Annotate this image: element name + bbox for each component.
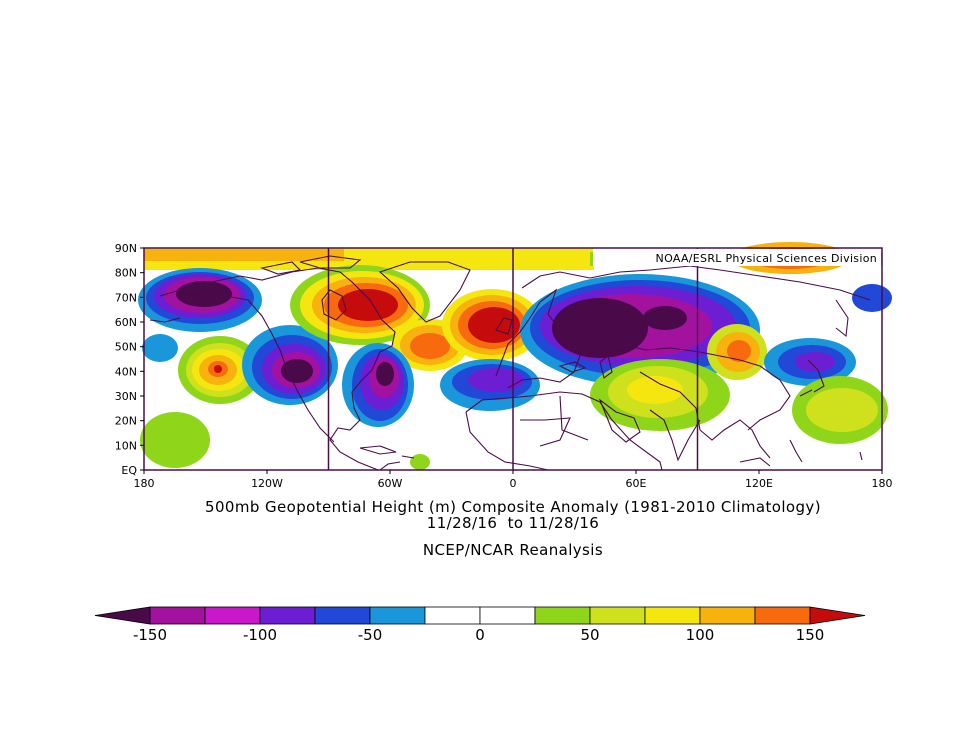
lat-label-10n: 10N: [115, 439, 137, 452]
colorbar-labels: -150 -100 -50 0 50 100 150: [133, 626, 824, 644]
titles: 500mb Geopotential Height (m) Composite …: [205, 498, 821, 559]
lon-label-120e: 120E: [745, 477, 773, 490]
figure-title: 500mb Geopotential Height (m) Composite …: [205, 498, 821, 516]
lon-label-60e: 60E: [626, 477, 647, 490]
colorbar-tick-label: -150: [133, 626, 167, 644]
lat-label-eq: EQ: [121, 464, 137, 477]
lon-label-180-west: 180: [134, 477, 155, 490]
lat-label-60n: 60N: [115, 316, 137, 329]
colorbar-cell: [204, 606, 261, 625]
colorbar-cell: [754, 606, 811, 625]
colorbar-tick-label: 50: [580, 626, 599, 644]
lat-label-50n: 50N: [115, 341, 137, 354]
longitude-labels: 180 120W 60W 0 60E 120E 180: [134, 477, 893, 490]
lon-label-60w: 60W: [378, 477, 403, 490]
positive-subtropical-pacific: [140, 412, 210, 468]
colorbar-tick-label: 100: [686, 626, 715, 644]
lat-label-20n: 20N: [115, 415, 137, 428]
panel-dividers: [327, 248, 699, 470]
negative-alaska: [138, 268, 262, 362]
lat-label-90n: 90N: [115, 242, 137, 255]
negative-mid-atlantic: [440, 359, 540, 411]
colorbar-cell: [314, 606, 371, 625]
colorbar-cell: [644, 606, 701, 625]
tick-marks: [140, 247, 883, 474]
coastlines: [149, 255, 871, 471]
lon-label-0: 0: [510, 477, 517, 490]
positive-pacific: [178, 336, 262, 404]
lat-label-30n: 30N: [115, 390, 137, 403]
negative-dateline: [852, 284, 892, 312]
positive-central-asia: [590, 359, 730, 431]
negative-eastern-us: [342, 343, 414, 427]
colorbar-cells: [94, 606, 866, 625]
positive-caribbean: [410, 454, 430, 470]
colorbar-cell: [479, 606, 536, 625]
lon-label-120w: 120W: [251, 477, 283, 490]
colorbar-arrow-high: [809, 606, 866, 625]
colorbar-cell: [149, 606, 206, 625]
credit-box: NOAA/ESRL Physical Sciences Division: [593, 249, 881, 266]
colorbar-cell: [699, 606, 756, 625]
colorbar-tick-label: 0: [475, 626, 485, 644]
positive-east-asia: [707, 324, 767, 380]
negative-eurasia: [520, 274, 760, 386]
colorbar-cell: [369, 606, 426, 625]
latitude-labels: 90N 80N 70N 60N 50N 40N 30N 20N 10N EQ: [115, 242, 138, 477]
colorbar: -150 -100 -50 0 50 100 150: [94, 606, 866, 644]
lat-label-80n: 80N: [115, 267, 137, 280]
colorbar-tick-label: -100: [243, 626, 277, 644]
lon-label-180-east: 180: [872, 477, 893, 490]
positive-west-pacific: [792, 376, 888, 444]
credit-label: NOAA/ESRL Physical Sciences Division: [656, 252, 877, 265]
colorbar-tick-label: 150: [796, 626, 825, 644]
lat-label-40n: 40N: [115, 365, 137, 378]
map-panel: NOAA/ESRL Physical Sciences Division: [115, 242, 893, 490]
dataset-label: NCEP/NCAR Reanalysis: [423, 541, 603, 559]
date-range: 11/28/16 to 11/28/16: [427, 514, 600, 532]
lat-label-70n: 70N: [115, 291, 137, 304]
colorbar-arrow-low: [94, 606, 151, 625]
colorbar-cell: [424, 606, 481, 625]
colorbar-cell: [589, 606, 646, 625]
colorbar-tick-label: -50: [358, 626, 383, 644]
colorbar-cell: [259, 606, 316, 625]
colorbar-cell: [534, 606, 591, 625]
